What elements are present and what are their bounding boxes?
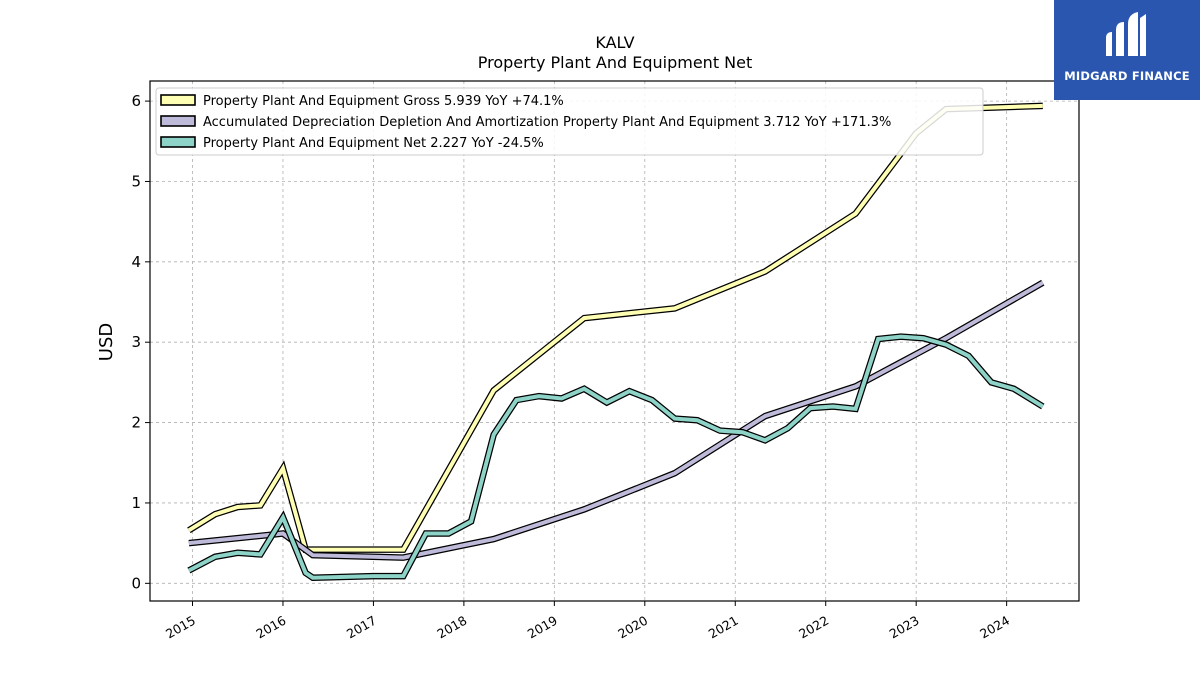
- x-tick-label: 2015: [163, 613, 198, 642]
- legend-swatch: [160, 115, 196, 127]
- x-tick-label: 2024: [977, 613, 1012, 642]
- x-tick-label: 2018: [434, 613, 469, 642]
- x-tick-label: 2020: [615, 613, 650, 642]
- legend-label: Property Plant And Equipment Gross 5.939…: [203, 94, 564, 109]
- y-tick-label: 6: [131, 92, 141, 110]
- x-tick-label: 2019: [525, 613, 560, 642]
- logo-mark-icon: [1106, 12, 1146, 56]
- y-tick-label: 1: [131, 494, 141, 512]
- legend-item: Accumulated Depreciation Depletion And A…: [160, 115, 891, 130]
- x-tick-label: 2022: [796, 613, 831, 642]
- chart-title: KALV: [595, 33, 634, 52]
- legend-box: [155, 87, 984, 156]
- series-line: [188, 279, 1045, 561]
- y-tick-label: 5: [131, 172, 141, 190]
- plot-frame: [149, 80, 1080, 602]
- legend-label: Property Plant And Equipment Net 2.227 Y…: [203, 136, 544, 151]
- legend-swatch: [160, 136, 196, 148]
- x-tick-label: 2016: [253, 613, 288, 642]
- x-tick-label: 2021: [706, 613, 741, 642]
- legend-label: Accumulated Depreciation Depletion And A…: [203, 115, 891, 130]
- series-line-stroke: [187, 334, 1044, 580]
- y-tick-label: 3: [131, 333, 141, 351]
- x-tick-label: 2023: [887, 613, 922, 642]
- series-layer: [187, 102, 1045, 581]
- series-line-stroke: [188, 280, 1044, 560]
- legend-swatch: [160, 94, 196, 106]
- series-line-outline: [188, 279, 1045, 561]
- y-tick-label: 4: [131, 253, 141, 271]
- legend-item: Property Plant And Equipment Gross 5.939…: [160, 94, 564, 109]
- series-line-outline: [187, 333, 1045, 581]
- series-line: [187, 102, 1043, 553]
- series-line-outline: [187, 102, 1043, 553]
- y-axis: 0 1 2 3 4 5 6: [131, 92, 150, 592]
- y-axis-label: USD: [96, 323, 117, 361]
- chart-subtitle: Property Plant And Equipment Net: [478, 53, 753, 72]
- logo-text: MIDGARD FINANCE: [1064, 69, 1190, 83]
- y-tick-label: 2: [131, 414, 141, 432]
- x-tick-label: 2017: [344, 613, 379, 642]
- legend: Property Plant And Equipment Gross 5.939…: [155, 87, 984, 156]
- legend-item: Property Plant And Equipment Net 2.227 Y…: [160, 136, 544, 151]
- series-line: [187, 333, 1045, 581]
- y-tick-label: 0: [131, 574, 141, 592]
- brand-logo: MIDGARD FINANCE: [1054, 0, 1200, 100]
- series-line-stroke: [187, 103, 1043, 552]
- x-axis: 2015 2016 2017 2018 2019 2020 2021 2022 2023 2024: [163, 601, 1012, 642]
